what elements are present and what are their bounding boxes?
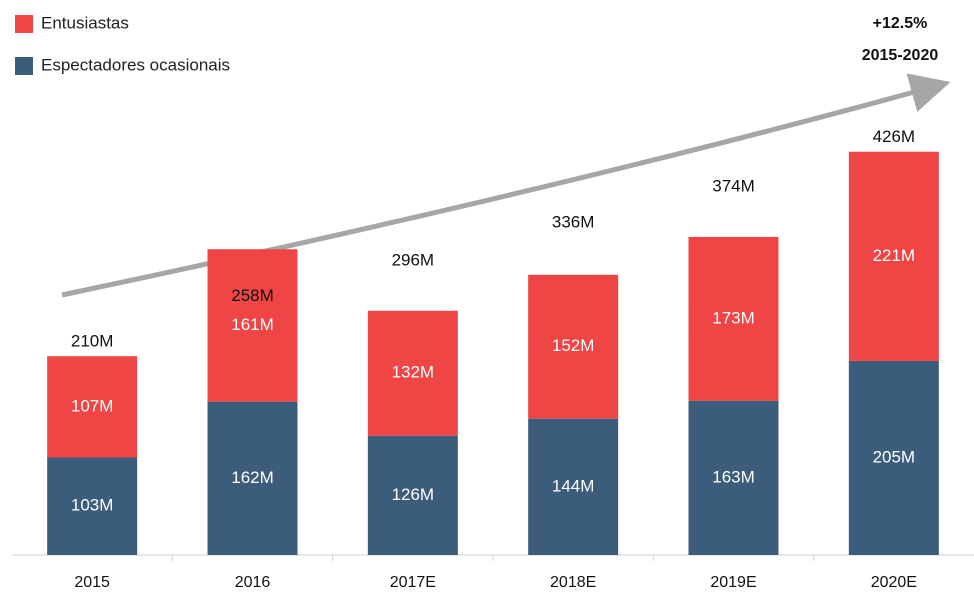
trend-arrow bbox=[61, 73, 951, 298]
bar-segment bbox=[848, 360, 939, 555]
bar-segment bbox=[688, 236, 779, 401]
bar-segment bbox=[367, 435, 458, 555]
bar-segment bbox=[528, 418, 619, 555]
annotation: +12.5% bbox=[873, 15, 928, 32]
annotation-period: 2015-2020 bbox=[862, 47, 939, 64]
value-label: 162M bbox=[231, 468, 274, 487]
bar-segment bbox=[47, 356, 138, 458]
x-tick-label: 2015 bbox=[74, 574, 110, 591]
legend-swatch bbox=[15, 57, 33, 75]
value-label: 173M bbox=[712, 308, 755, 327]
x-tick-label: 2018E bbox=[550, 574, 596, 591]
value-label: 132M bbox=[392, 363, 435, 382]
value-label: 161M bbox=[231, 315, 274, 334]
x-tick-label: 2020E bbox=[871, 574, 917, 591]
total-label: 426M bbox=[873, 127, 916, 146]
value-label: 152M bbox=[552, 336, 595, 355]
value-label: 163M bbox=[712, 467, 755, 486]
bar-segment bbox=[848, 151, 939, 361]
legend-swatch bbox=[15, 15, 33, 33]
bar-segment bbox=[207, 249, 298, 402]
x-tick-label: 2019E bbox=[710, 574, 756, 591]
value-label: 144M bbox=[552, 476, 595, 495]
bar-segment bbox=[367, 310, 458, 436]
bar-segment bbox=[528, 274, 619, 419]
total-label: 336M bbox=[552, 212, 595, 231]
value-label: 205M bbox=[873, 447, 916, 466]
total-label: 374M bbox=[712, 176, 755, 195]
total-label: 210M bbox=[71, 332, 114, 351]
bar-segment bbox=[207, 401, 298, 555]
value-label: 126M bbox=[392, 485, 435, 504]
total-label: 258M bbox=[231, 286, 274, 305]
value-label: 221M bbox=[873, 246, 916, 265]
legend-label: Espectadores ocasionais bbox=[41, 55, 230, 74]
value-label: 103M bbox=[71, 496, 114, 515]
bar-segment bbox=[47, 457, 138, 555]
total-label: 296M bbox=[392, 250, 435, 269]
legend-label: Entusiastas bbox=[41, 13, 129, 32]
bar-segment bbox=[688, 400, 779, 555]
x-tick-label: 2017E bbox=[390, 574, 436, 591]
x-tick-label: 2016 bbox=[235, 574, 271, 591]
value-label: 107M bbox=[71, 396, 114, 415]
